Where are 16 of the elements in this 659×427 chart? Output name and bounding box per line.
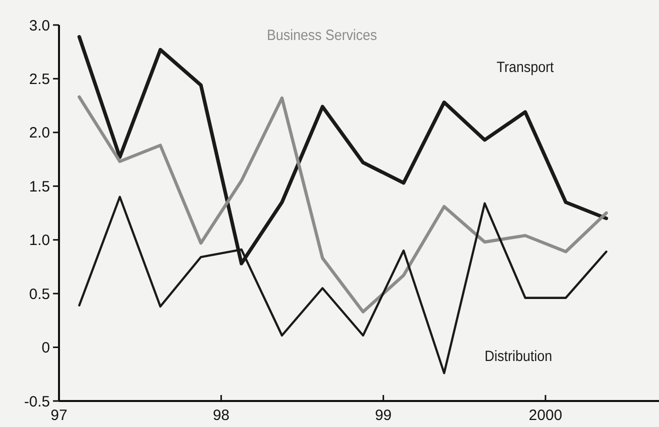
y-tick-label: 1.0 <box>29 232 50 250</box>
y-tick-label: 2.0 <box>29 124 50 142</box>
line-series <box>78 95 608 314</box>
y-tick-label: 0.5 <box>29 286 50 303</box>
text: Transport <box>496 59 554 76</box>
y-tick-label: -0.5 <box>24 393 50 410</box>
text: Business Services <box>266 27 378 44</box>
y-tick-label: 0 <box>42 340 50 357</box>
x-tick-label: 97 <box>50 407 68 424</box>
y-tick-label: 2.5 <box>29 70 50 88</box>
x-tick-label: 98 <box>212 407 230 424</box>
text: Distribution <box>484 348 552 366</box>
y-tick-label: 1.5 <box>29 178 50 196</box>
x-tick-label: 2000 <box>528 407 562 424</box>
y-tick-label: 3.0 <box>29 17 50 34</box>
x-tick-label: 99 <box>374 407 392 424</box>
